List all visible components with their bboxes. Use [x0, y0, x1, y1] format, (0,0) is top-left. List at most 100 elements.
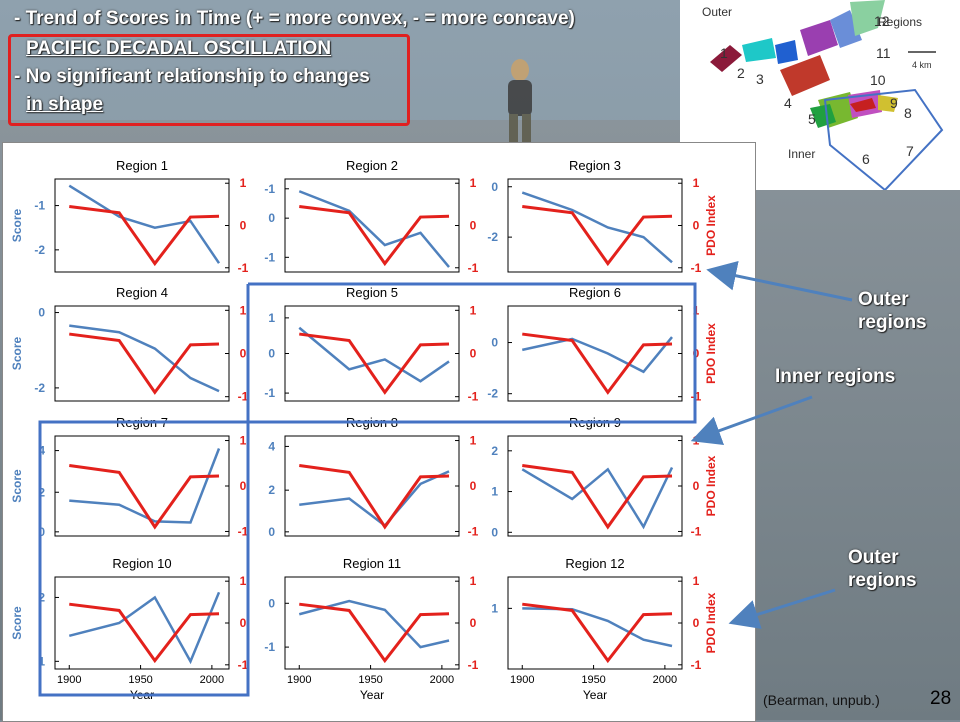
x-tick-label: 1900 — [287, 674, 311, 686]
left-tick-label: -1 — [264, 250, 275, 264]
map-region-number-7: 7 — [906, 143, 914, 159]
score-series-line — [298, 190, 450, 268]
right-tick-label: 0 — [240, 616, 247, 630]
callout-outer-top-line2: regions — [858, 312, 927, 333]
right-tick-label: 0 — [240, 347, 247, 361]
plot-frame-7 — [54, 435, 230, 537]
right-tick-label: 0 — [693, 616, 700, 630]
panel-title: Region 1 — [116, 158, 168, 173]
right-tick-label: 0 — [470, 616, 477, 630]
left-tick-label: 0 — [38, 306, 45, 320]
right-tick-label: 0 — [693, 347, 700, 361]
left-tick-label: -2 — [34, 381, 45, 395]
plot-frame-12 — [507, 576, 683, 670]
map-region-number-8: 8 — [904, 105, 912, 121]
header-highlight-box — [8, 34, 410, 126]
right-tick-label: 1 — [693, 434, 700, 448]
right-tick-label: 1 — [240, 434, 247, 448]
plot-frame-3 — [507, 178, 683, 273]
x-axis-label: Year — [130, 688, 154, 702]
x-axis-label: Year — [360, 688, 384, 702]
right-tick-label: 1 — [470, 176, 477, 190]
left-tick-label: -1 — [264, 640, 275, 654]
x-tick-label: 2000 — [430, 674, 454, 686]
y-axis-label-score: Score — [10, 606, 24, 640]
callout-outer-top-line1: Outer — [858, 289, 909, 310]
map-label-regions: Regions — [878, 15, 922, 29]
panel-title: Region 12 — [565, 556, 624, 571]
y-axis-label-pdo: PDO Index — [704, 195, 718, 256]
left-tick-label: 1 — [491, 485, 498, 499]
right-tick-label: -1 — [468, 658, 479, 672]
header-line-2: PACIFIC DECADAL OSCILLATION — [26, 38, 332, 59]
x-tick-label: 2000 — [200, 674, 224, 686]
pdo-series-line — [522, 204, 673, 267]
left-tick-label: 1 — [491, 601, 498, 615]
right-tick-label: 0 — [693, 219, 700, 233]
left-tick-label: 1 — [268, 311, 275, 325]
y-axis-label-pdo: PDO Index — [704, 592, 718, 653]
left-tick-label: 2 — [38, 485, 45, 499]
right-tick-label: 0 — [240, 219, 247, 233]
plot-frame-9 — [507, 435, 683, 537]
right-tick-label: -1 — [691, 524, 702, 538]
left-tick-label: 4 — [268, 439, 275, 453]
right-tick-label: 1 — [693, 574, 700, 588]
map-region-number-4: 4 — [784, 95, 792, 111]
left-tick-label: -1 — [264, 182, 275, 196]
right-tick-label: -1 — [238, 261, 249, 275]
left-tick-label: -2 — [34, 243, 45, 257]
right-tick-label: 1 — [240, 176, 247, 190]
right-tick-label: 1 — [240, 574, 247, 588]
panel-title: Region 9 — [569, 415, 621, 430]
x-tick-label: 1900 — [510, 674, 534, 686]
right-tick-label: 1 — [470, 303, 477, 317]
y-axis-label-score: Score — [10, 337, 24, 371]
left-tick-label: 4 — [38, 444, 45, 458]
right-tick-label: -1 — [691, 658, 702, 672]
callout-outer-top: Outer regions — [858, 288, 927, 334]
header-line-1: - Trend of Scores in Time (+ = more conv… — [14, 8, 575, 29]
y-axis-label-pdo: PDO Index — [704, 455, 718, 516]
chart-panel: Region 1 -1 -2 1 0 -1 Score Region 2 -1 0 -1 1 0 -1 Re… — [2, 142, 756, 722]
right-tick-label: 0 — [470, 347, 477, 361]
x-tick-label: 2000 — [653, 674, 677, 686]
left-tick-label: 0 — [38, 525, 45, 539]
plot-frame-6 — [507, 305, 683, 402]
map-region-highlight — [823, 88, 944, 190]
map-label-outer: Outer — [702, 5, 732, 19]
panel-title: Region 7 — [116, 415, 168, 430]
map-label-inner: Inner — [788, 147, 815, 161]
right-tick-label: -1 — [691, 261, 702, 275]
callout-outer-bottom: Outer regions — [848, 546, 917, 592]
person-silhouette — [508, 59, 532, 142]
header-line-3: - No significant relationship to changes — [14, 66, 370, 87]
map-region-number-9: 9 — [890, 95, 898, 111]
right-tick-label: 0 — [470, 479, 477, 493]
x-axis-label: Year — [583, 688, 607, 702]
header-line-4: in shape — [26, 94, 104, 115]
right-tick-label: 0 — [693, 479, 700, 493]
right-tick-label: 1 — [693, 176, 700, 190]
panel-title: Region 11 — [343, 556, 401, 571]
left-tick-label: 0 — [268, 596, 275, 610]
left-tick-label: -1 — [34, 199, 45, 213]
left-tick-label: 0 — [491, 336, 498, 350]
right-tick-label: -1 — [238, 390, 249, 404]
left-tick-label: 2 — [491, 444, 498, 458]
map-region-number-5: 5 — [808, 111, 816, 127]
plot-frame-5 — [284, 305, 460, 402]
score-series-line — [521, 191, 673, 264]
plot-frame-4 — [54, 305, 230, 402]
callout-outer-bottom-line1: Outer — [848, 547, 899, 568]
map-region-number-6: 6 — [862, 151, 870, 167]
left-tick-label: 1 — [38, 654, 45, 668]
x-tick-label: 1950 — [581, 674, 605, 686]
map-region-number-12: 12 — [874, 13, 890, 29]
map-region-number-2: 2 — [737, 65, 745, 81]
x-tick-label: 1950 — [358, 674, 382, 686]
panel-title: Region 5 — [346, 285, 398, 300]
left-tick-label: -1 — [264, 386, 275, 400]
